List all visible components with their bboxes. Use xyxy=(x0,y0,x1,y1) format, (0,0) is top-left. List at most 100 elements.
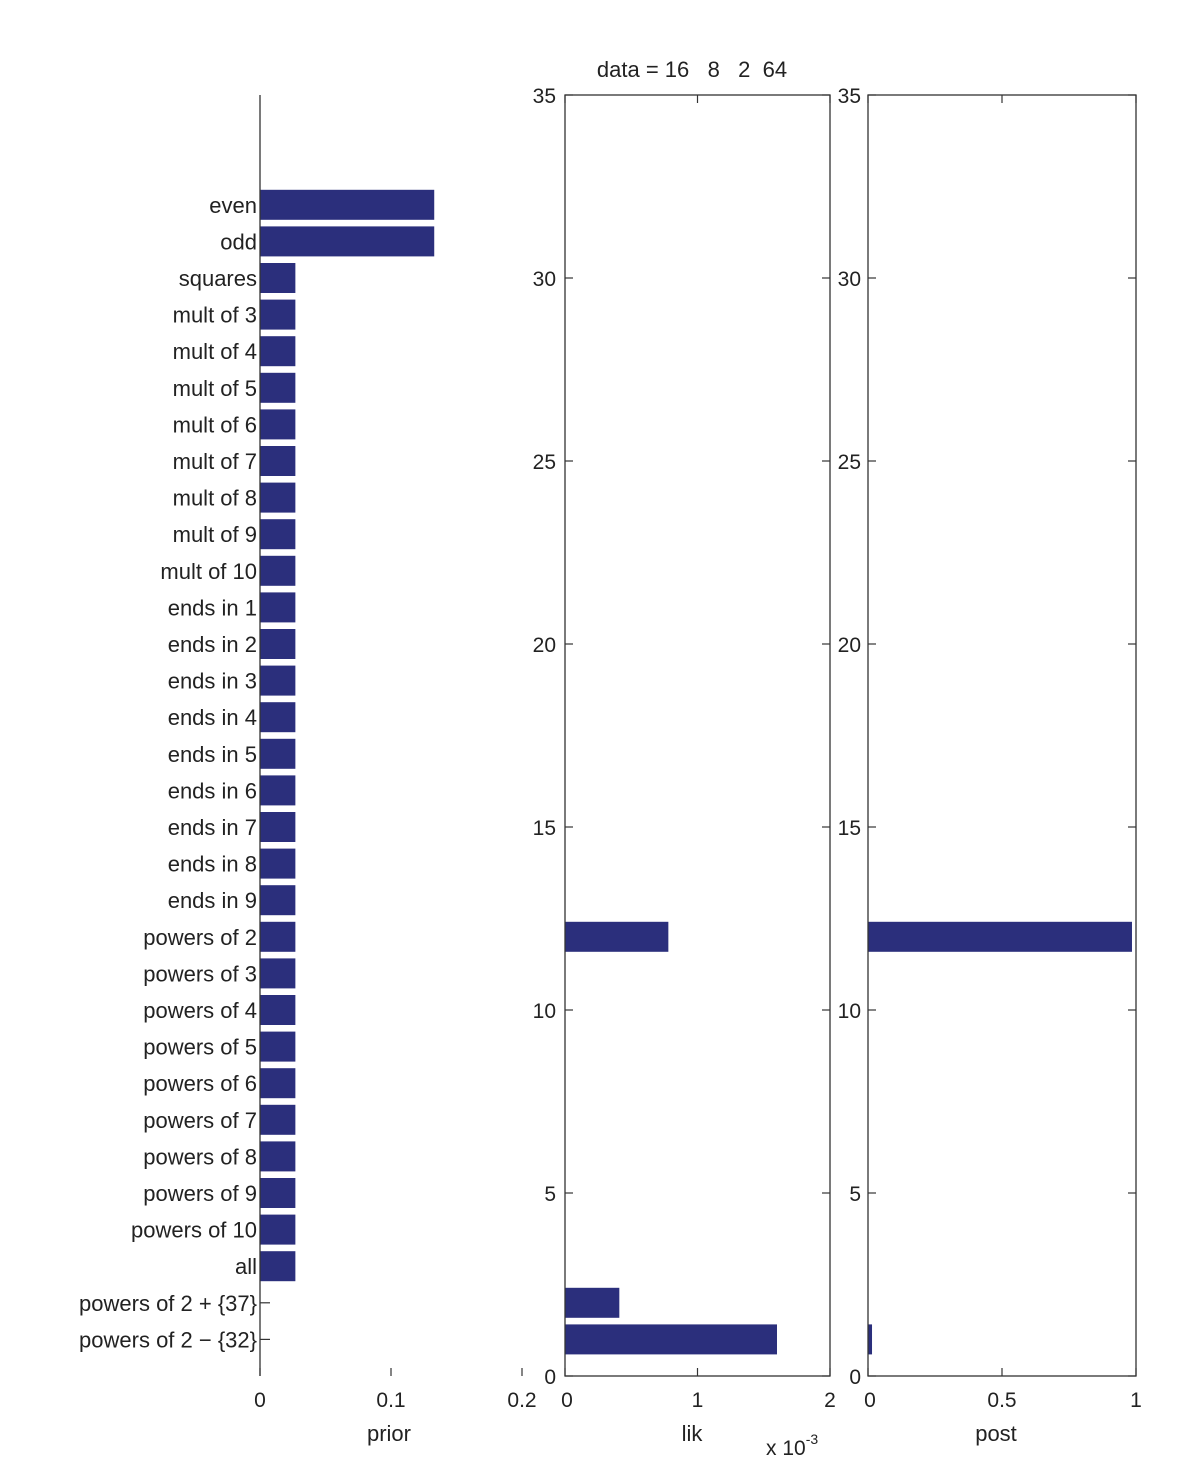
prior-bar xyxy=(260,372,296,403)
lik-x-axis-label: lik xyxy=(682,1421,704,1446)
lik-panel-title: data = 16 8 2 64 xyxy=(597,57,787,82)
prior-bar xyxy=(260,336,296,367)
prior-bar xyxy=(260,555,296,586)
post-y-tick-label: 5 xyxy=(849,1183,861,1206)
post-bar xyxy=(868,921,1132,952)
prior-bar xyxy=(260,189,435,220)
prior-category-label: mult of 4 xyxy=(173,339,257,364)
post-y-tick-label: 15 xyxy=(838,817,861,840)
prior-bar xyxy=(260,446,296,476)
prior-category-labels: even odd squares mult of 3 mult of 4 mult of … xyxy=(79,193,257,1353)
prior-bar xyxy=(260,226,435,257)
prior-category-label: ends in 2 xyxy=(168,632,257,657)
lik-y-tick-label: 15 xyxy=(533,817,556,840)
prior-panel: even odd squares mult of 3 mult of 4 mult of … xyxy=(79,95,537,1446)
prior-bar xyxy=(260,1068,296,1099)
lik-bars xyxy=(565,921,777,1355)
post-y-tick-label: 35 xyxy=(838,85,861,108)
prior-bar xyxy=(260,738,296,769)
prior-category-label: ends in 5 xyxy=(168,742,257,767)
post-y-tick-label: 10 xyxy=(838,1000,861,1023)
prior-x-tick-label: 0 xyxy=(254,1389,266,1412)
prior-bar xyxy=(260,409,296,440)
prior-category-label: mult of 9 xyxy=(173,522,257,547)
lik-x-tick-label: 0 xyxy=(561,1389,573,1412)
lik-x-exponent-base: x 10 xyxy=(766,1437,806,1460)
prior-x-ticks: 0 0.1 0.2 xyxy=(254,1368,537,1412)
lik-x-ticks: 0 1 2 xyxy=(561,95,836,1412)
post-plot-frame xyxy=(867,94,1137,1377)
prior-category-label: powers of 3 xyxy=(143,961,257,986)
post-x-tick-label: 0.5 xyxy=(987,1389,1016,1412)
prior-category-label: ends in 3 xyxy=(168,669,257,694)
prior-bar xyxy=(260,1214,296,1245)
prior-bar xyxy=(260,592,296,623)
prior-bar xyxy=(260,1141,296,1172)
lik-bar xyxy=(565,921,669,952)
prior-x-tick-label: 0.2 xyxy=(507,1389,536,1412)
post-y-tick-label: 0 xyxy=(849,1366,861,1389)
prior-x-tick-label: 0.1 xyxy=(376,1389,405,1412)
post-y-tick-label: 20 xyxy=(838,634,861,657)
prior-category-label: powers of 4 xyxy=(143,998,257,1023)
prior-bars xyxy=(260,189,435,1341)
post-panel: 0 5 10 15 20 25 30 35 0 0.5 1 post xyxy=(838,85,1142,1446)
prior-bar xyxy=(260,1104,296,1135)
prior-bar xyxy=(260,885,296,916)
prior-bar xyxy=(260,921,296,952)
lik-y-tick-label: 25 xyxy=(533,451,556,474)
prior-category-label: powers of 10 xyxy=(131,1218,257,1243)
prior-category-label: powers of 9 xyxy=(143,1181,257,1206)
prior-category-label: all xyxy=(235,1254,257,1279)
prior-category-label: powers of 2 − {32} xyxy=(79,1327,257,1352)
prior-category-label: ends in 6 xyxy=(168,778,257,803)
lik-y-tick-label: 10 xyxy=(533,1000,556,1023)
prior-category-label: powers of 6 xyxy=(143,1071,257,1096)
post-x-axis-label: post xyxy=(975,1421,1017,1446)
post-x-ticks: 0 0.5 1 xyxy=(864,95,1142,1412)
lik-x-exponent-power: -3 xyxy=(806,1431,819,1447)
post-bars xyxy=(868,921,1132,1355)
lik-x-tick-label: 1 xyxy=(692,1389,704,1412)
post-y-tick-label: 25 xyxy=(838,451,861,474)
lik-plot-frame xyxy=(564,94,831,1377)
prior-category-label: powers of 2 + {37} xyxy=(79,1291,257,1316)
prior-bar xyxy=(260,848,296,879)
prior-category-label: powers of 5 xyxy=(143,1035,257,1060)
prior-bar xyxy=(260,482,296,513)
lik-bar xyxy=(565,1287,620,1318)
lik-bar xyxy=(565,1324,777,1355)
post-y-tick-label: 30 xyxy=(838,268,861,291)
lik-x-tick-label: 2 xyxy=(824,1389,836,1412)
prior-category-label: ends in 7 xyxy=(168,815,257,840)
prior-bar xyxy=(260,519,296,550)
post-bar xyxy=(868,1324,873,1355)
prior-category-label: powers of 2 xyxy=(143,925,257,950)
prior-category-label: mult of 3 xyxy=(173,303,257,328)
lik-y-tick-label: 35 xyxy=(533,85,556,108)
prior-category-label: ends in 8 xyxy=(168,852,257,877)
prior-category-label: squares xyxy=(179,266,257,291)
prior-category-label: mult of 6 xyxy=(173,412,257,437)
prior-bar xyxy=(260,1031,296,1062)
prior-category-label: ends in 1 xyxy=(168,595,257,620)
prior-bar xyxy=(260,812,296,842)
lik-x-exponent-label: x 10-3 xyxy=(766,1431,818,1460)
lik-y-tick-label: 0 xyxy=(544,1366,556,1389)
prior-category-label: ends in 9 xyxy=(168,888,257,913)
lik-y-tick-label: 5 xyxy=(544,1183,556,1206)
post-y-ticks: 0 5 10 15 20 25 30 35 xyxy=(838,85,1136,1389)
prior-bar xyxy=(260,995,296,1025)
prior-category-label: mult of 7 xyxy=(173,449,257,474)
prior-category-label: mult of 10 xyxy=(160,559,257,584)
prior-category-label: powers of 7 xyxy=(143,1108,257,1133)
prior-bar xyxy=(260,299,296,330)
lik-y-ticks: 0 5 10 15 20 25 30 35 xyxy=(533,85,830,1389)
prior-category-label: ends in 4 xyxy=(168,705,257,730)
post-x-tick-label: 1 xyxy=(1130,1389,1142,1412)
prior-bar xyxy=(260,1178,296,1208)
prior-bar xyxy=(260,665,296,696)
prior-bar xyxy=(260,775,296,806)
prior-bar xyxy=(260,702,296,733)
